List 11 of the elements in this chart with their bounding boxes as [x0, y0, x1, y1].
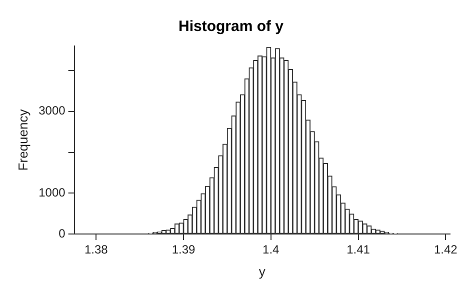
x-tick-label: 1.41 — [346, 242, 370, 257]
x-tick-label: 1.39 — [172, 242, 196, 257]
chart-title: Histogram of y — [178, 18, 284, 36]
x-tick-label: 1.38 — [84, 242, 108, 257]
y-tick-label: 1000 — [38, 185, 66, 200]
y-tick-label: 0 — [58, 226, 66, 240]
x-tick-label: 1.4 — [262, 242, 280, 257]
y-axis-title: Frequency — [15, 108, 30, 171]
x-axis-title: y — [258, 264, 266, 279]
y-tick-label: 3000 — [38, 104, 66, 118]
x-tick-label: 1.42 — [434, 242, 458, 257]
